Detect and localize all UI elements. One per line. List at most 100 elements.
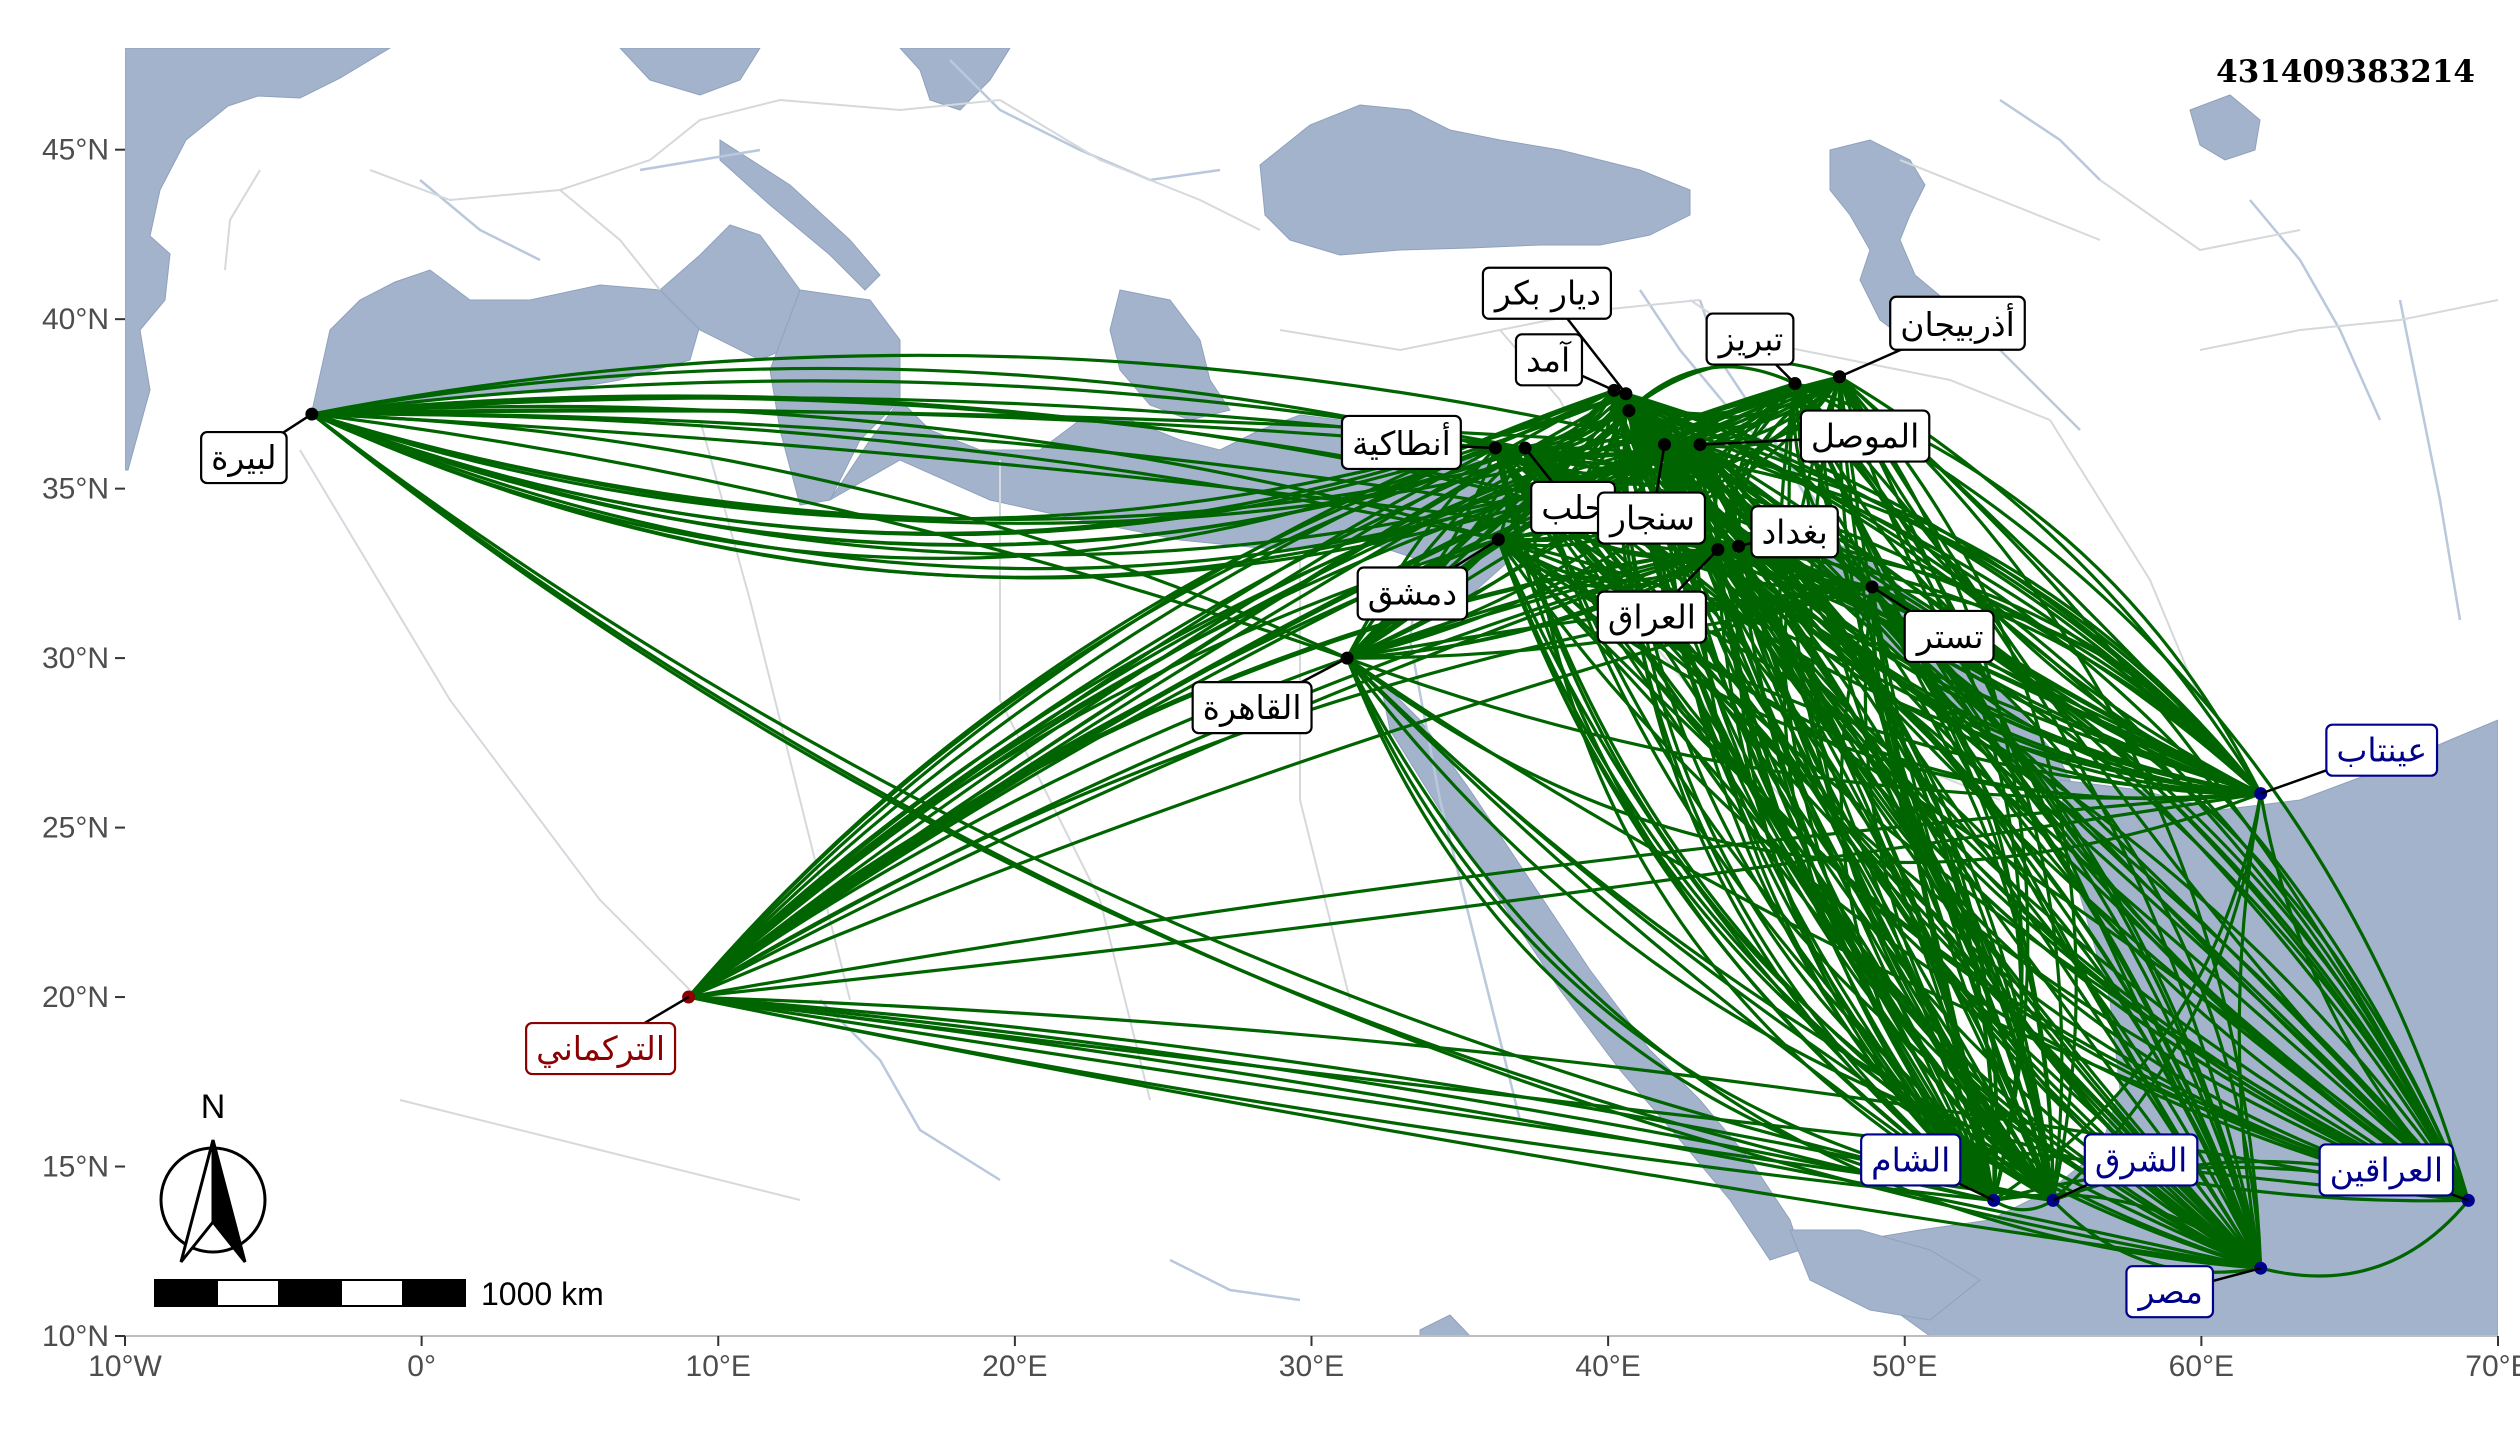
place-labels: لبيرة القاهرة دمشق أنطاكية حلب آمد ديار بكر سنج…	[200, 266, 2455, 1319]
label-box	[1340, 414, 1462, 471]
route-line	[1737, 545, 1873, 593]
label-box	[2318, 1143, 2455, 1197]
x-tick-label: 50°E	[1872, 1350, 1937, 1383]
route-line	[1733, 382, 1797, 547]
route-line	[687, 392, 1627, 999]
route-line	[1346, 656, 2469, 1202]
route-line	[687, 544, 1739, 999]
route-line	[688, 995, 2054, 1203]
label-box	[1705, 312, 1795, 366]
route-line	[687, 409, 1630, 999]
place-label-turkmani: التركماني	[525, 1021, 677, 1076]
route-line	[1992, 793, 2263, 1202]
x-tick-label: 10°W	[88, 1350, 162, 1383]
route-line	[1699, 382, 1797, 447]
x-tick-label: 40°E	[1575, 1350, 1640, 1383]
route-line	[1628, 409, 1874, 588]
place-label-misr: مصر	[2125, 1265, 2215, 1319]
place-label-azerbaijan: أذربيجان	[1889, 295, 2026, 351]
y-tick-label: 20°N	[42, 981, 109, 1014]
label-box	[1191, 681, 1313, 735]
route-line	[311, 366, 1496, 450]
label-text: عينتاب	[2336, 731, 2427, 770]
label-box	[2325, 723, 2439, 777]
place-label-antioch: أنطاكية	[1340, 414, 1462, 471]
label-text: أنطاكية	[1352, 422, 1451, 463]
route-line	[1716, 549, 2262, 1270]
place-label-diyarbakr: ديار بكر	[1481, 266, 1613, 320]
place-label-amid: آمد	[1514, 333, 1584, 387]
route-line	[1870, 586, 1996, 1201]
x-tick-label: 20°E	[982, 1350, 1047, 1383]
x-tick-label: 30°E	[1279, 1350, 1344, 1383]
place-label-iraq: العراق	[1596, 590, 1708, 644]
label-text: دمشق	[1368, 573, 1457, 613]
place-label-cairo: القاهرة	[1191, 681, 1313, 735]
route-line	[310, 412, 1995, 1202]
north-arrow-label: N	[201, 1088, 226, 1126]
label-text: الشام	[1871, 1140, 1950, 1179]
route-line	[310, 412, 2054, 1202]
map-id: 431409383214	[2216, 54, 2475, 90]
route-line	[1717, 548, 2262, 795]
route-line	[1495, 389, 1616, 450]
route-line	[1839, 586, 1995, 1202]
route-line	[2051, 1199, 2261, 1274]
y-tick-label: 45°N	[42, 134, 109, 167]
atlantic-ocean	[125, 48, 391, 471]
label-box	[2125, 1265, 2215, 1319]
route-line	[1493, 447, 1995, 1202]
label-text: الشرق	[2095, 1140, 2187, 1179]
y-tick-label: 15°N	[42, 1151, 109, 1184]
gulf-of-aden	[1789, 1229, 1981, 1321]
place-label-sham: الشام	[1860, 1133, 1962, 1187]
route-line	[688, 995, 2261, 1270]
route-line	[1627, 409, 2469, 1202]
label-text: مصر	[2136, 1272, 2203, 1311]
route-line	[1628, 409, 2263, 1269]
route-line	[1793, 382, 2470, 1202]
label-box	[525, 1021, 677, 1076]
route-line	[687, 409, 1630, 999]
route-line	[1870, 586, 2262, 1270]
route-line	[687, 446, 1526, 999]
place-label-baghdad: بغداد	[1750, 505, 1839, 559]
label-text: الموصل	[1811, 417, 1919, 456]
route-line	[1345, 656, 1995, 1202]
label-box	[1750, 505, 1839, 559]
label-box	[1356, 566, 1469, 621]
y-tick-label: 40°N	[42, 303, 109, 336]
route-line	[311, 412, 1348, 660]
place-label-tabriz: تبريز	[1705, 312, 1795, 366]
label-text: لبيرة	[211, 438, 276, 477]
label-box	[1596, 590, 1708, 644]
place-point-mid	[1622, 404, 1636, 418]
x-tick-label: 10°E	[686, 1350, 751, 1383]
route-line	[1870, 586, 2470, 1202]
route-line	[1345, 657, 2261, 1270]
route-line	[1793, 383, 2055, 1201]
place-label-libira: لبيرة	[200, 430, 288, 485]
north-arrow-right	[211, 1139, 247, 1263]
label-text: القاهرة	[1203, 688, 1302, 727]
label-box	[1799, 409, 1931, 463]
place-label-tustar: تستر	[1903, 609, 1995, 664]
route-line	[1737, 545, 1999, 1201]
route-line	[1838, 375, 2078, 1201]
label-text: حلب	[1541, 488, 1605, 527]
route-line	[1870, 586, 2263, 1270]
route-line	[1863, 586, 2055, 1202]
label-text: آمد	[1526, 340, 1572, 379]
label-text: العراق	[1608, 598, 1696, 637]
route-line	[1346, 656, 2261, 800]
route-line	[688, 792, 2261, 999]
route-line	[311, 412, 1348, 660]
adriatic-sea	[719, 139, 881, 291]
place-label-sharq: الشرق	[2083, 1133, 2199, 1187]
route-line	[1628, 409, 2470, 1202]
x-tick-label: 70°E	[2465, 1350, 2520, 1383]
route-line	[1345, 392, 1627, 660]
label-text: ديار بكر	[1493, 274, 1601, 313]
route-line	[688, 995, 2262, 1270]
